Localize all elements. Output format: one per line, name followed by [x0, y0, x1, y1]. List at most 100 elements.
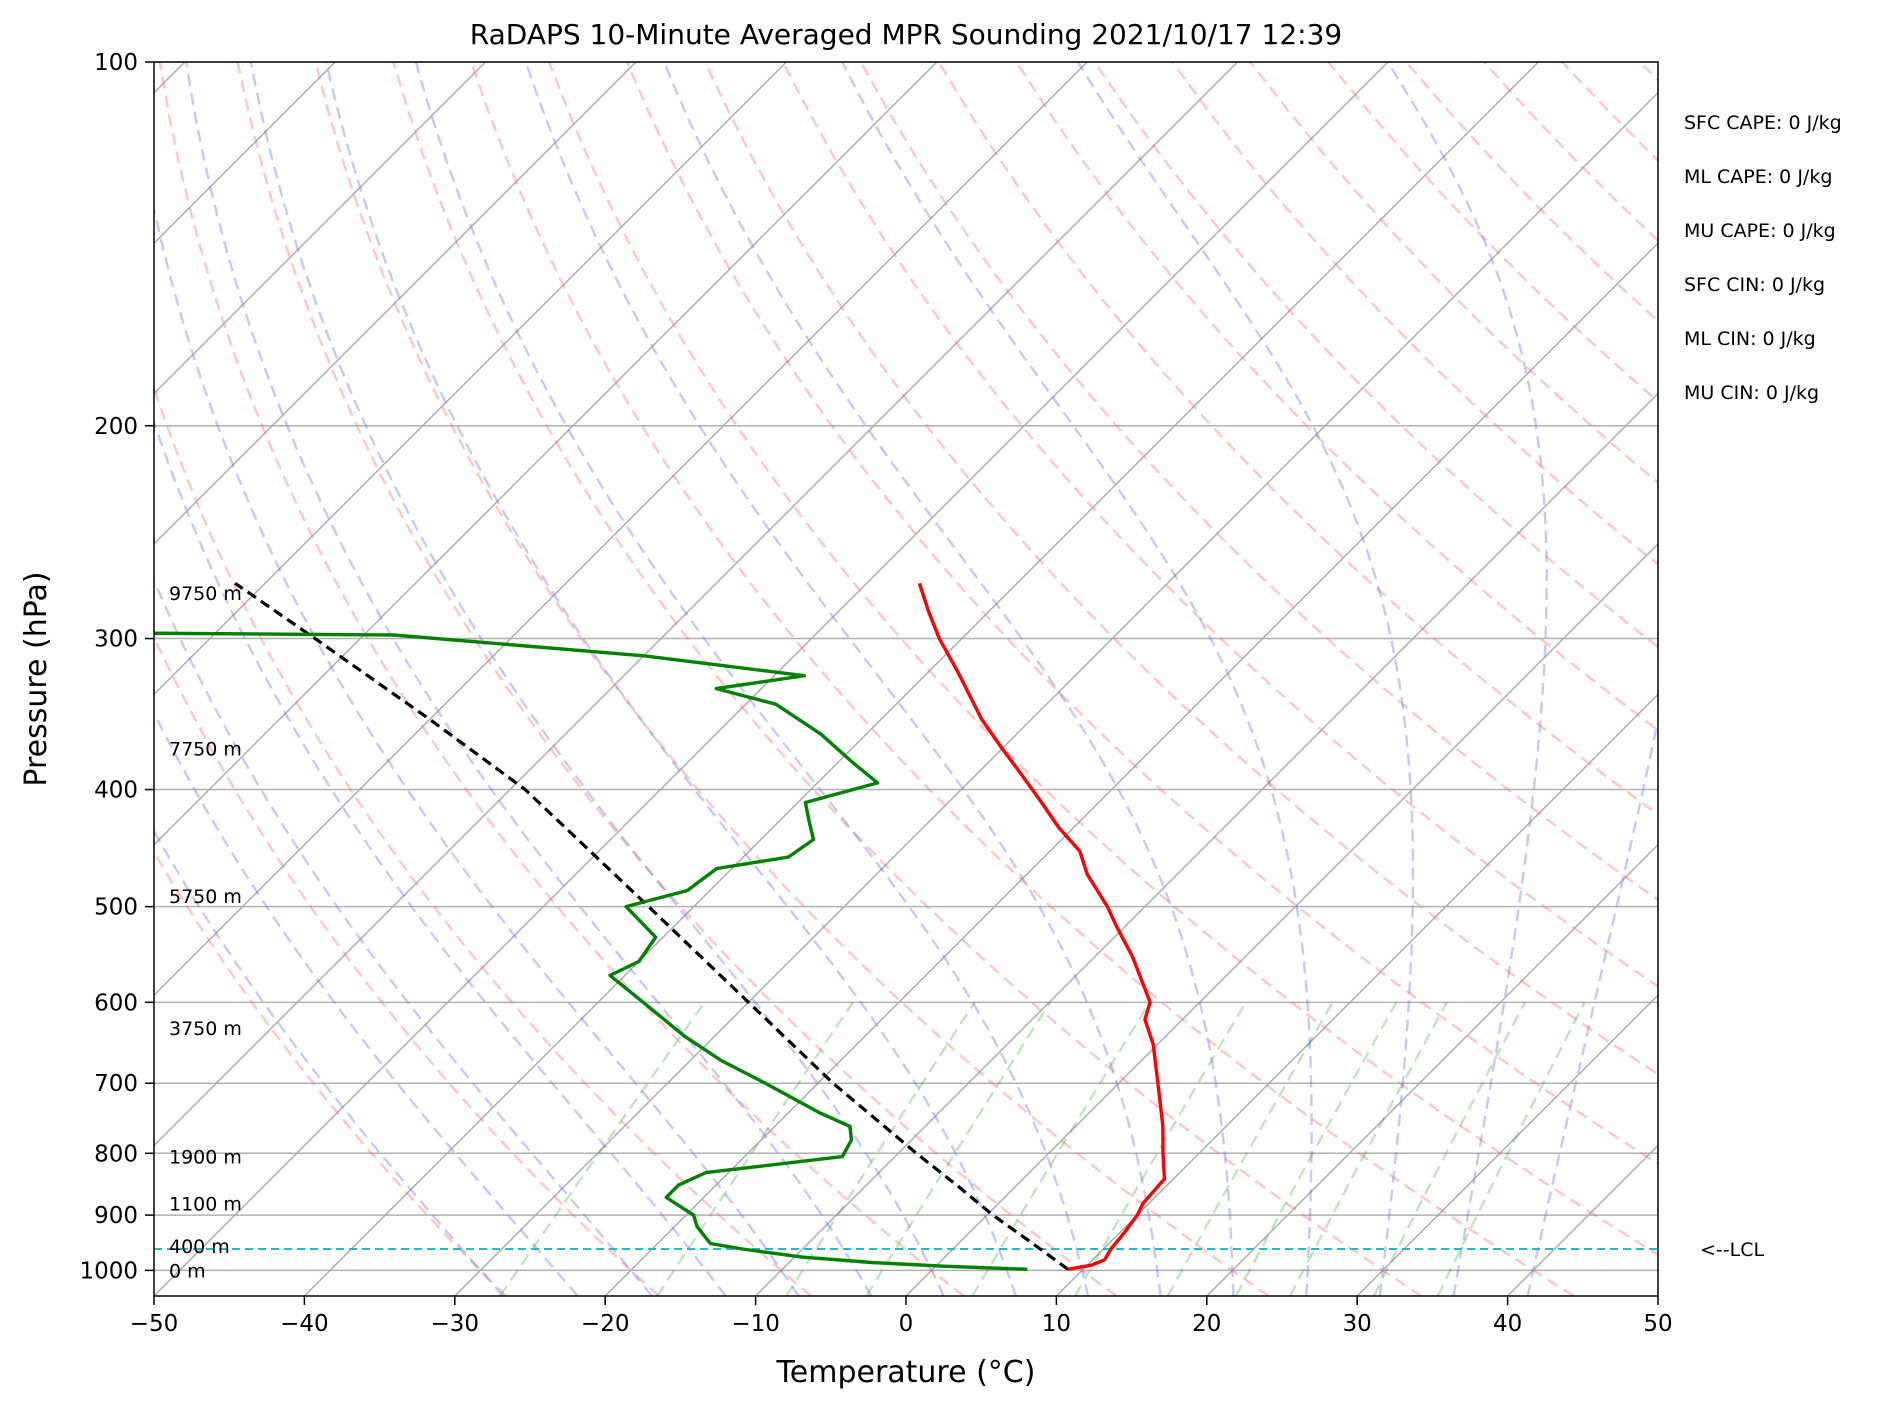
dry-adiabat-line [470, 62, 1575, 1296]
y-tick-label: 400 [94, 778, 138, 804]
y-tick-label: 500 [94, 895, 138, 921]
height-label: 3750 m [169, 1018, 242, 1040]
moist-adiabat-line [154, 828, 504, 1296]
stability-indices: SFC CAPE: 0 J/kg ML CAPE: 0 J/kg MU CAPE: … [1684, 112, 1842, 404]
y-tick-label: 700 [94, 1071, 138, 1097]
stability-index-text: SFC CAPE: 0 J/kg [1684, 112, 1842, 134]
isotherm-line [303, 62, 1539, 1296]
isotherm-line [1206, 843, 1658, 1296]
data-series [154, 581, 1167, 1271]
mixing-ratio-line [498, 1001, 706, 1296]
dry-adiabat-line [548, 62, 1658, 1257]
dry-adiabat-line [1327, 62, 1658, 404]
dry-adiabat-line [1796, 62, 1882, 1296]
isotherm-line [454, 91, 1658, 1296]
mixing-ratio-line [1372, 1001, 1527, 1296]
mixing-ratio-line [1166, 1001, 1334, 1296]
mixing-ratio-line [1436, 1001, 1586, 1296]
x-tick-label: 40 [1493, 1311, 1522, 1337]
stability-index-text: MU CIN: 0 J/kg [1684, 382, 1819, 404]
isotherm-line [1657, 1295, 1658, 1296]
dewpoint-profile-line [154, 631, 1028, 1271]
moist-adiabat-line [662, 62, 1235, 1296]
dry-adiabat-line [314, 62, 1270, 1296]
lcl-label: <--LCL [1700, 1239, 1764, 1261]
axis-ticks: −50 −40 −30 −20 −10 0 10 20 30 40 50 100 200 300 400 50… [79, 50, 1672, 1337]
moist-adiabat-line [185, 62, 873, 1296]
dry-adiabat-line [1015, 62, 1658, 732]
stability-index-text: MU CAPE: 0 J/kg [1684, 220, 1836, 242]
x-tick-label: 50 [1643, 1311, 1672, 1337]
stability-index-text: ML CIN: 0 J/kg [1684, 328, 1816, 350]
dry-adiabat-line [1483, 62, 1658, 243]
stability-index-text: SFC CIN: 0 J/kg [1684, 274, 1825, 296]
isotherm-line [154, 62, 637, 545]
y-tick-label: 900 [94, 1203, 138, 1229]
x-tick-label: −40 [280, 1311, 329, 1337]
x-tick-label: −50 [130, 1311, 179, 1337]
x-tick-label: −20 [581, 1311, 630, 1337]
mixing-ratio-line [785, 1001, 976, 1296]
dry-adiabat-line [154, 384, 812, 1296]
isotherm-line [1507, 1144, 1658, 1296]
dry-adiabat-line [1093, 62, 1658, 649]
dry-adiabat-line [392, 62, 1422, 1296]
temperature-profile-line [917, 582, 1167, 1271]
y-axis-label: Pressure (hPa) [19, 571, 54, 786]
mixing-ratio-line [1234, 1001, 1398, 1296]
y-tick-label: 800 [94, 1141, 138, 1167]
x-tick-label: 20 [1192, 1311, 1221, 1337]
moist-adiabat-line [1526, 715, 1658, 1296]
x-tick-label: 10 [1042, 1311, 1071, 1337]
y-tick-label: 200 [94, 414, 138, 440]
chart-title: RaDAPS 10-Minute Averaged MPR Sounding 2… [470, 18, 1342, 51]
mixing-ratio-line [1074, 1001, 1247, 1296]
isotherm-line [154, 62, 938, 846]
dry-adiabat-line [1249, 62, 1658, 485]
dry-adiabat-line [781, 62, 1658, 988]
moist-adiabat-line [325, 62, 1018, 1296]
dry-adiabat-line [1405, 62, 1658, 323]
x-tick-label: −30 [431, 1311, 480, 1337]
moist-adiabat-line [249, 62, 945, 1296]
y-tick-label: 600 [94, 990, 138, 1016]
y-tick-label: 100 [94, 50, 138, 76]
height-label: 400 m [169, 1236, 230, 1258]
y-tick-label: 300 [94, 627, 138, 653]
dry-adiabat-line [236, 62, 1117, 1296]
plot-area: −50 −40 −30 −20 −10 0 10 20 30 40 50 100 200 300 400 50… [79, 50, 1882, 1337]
height-label: 1100 m [169, 1193, 242, 1215]
isotherm-line [755, 392, 1658, 1296]
isotherm-line [154, 62, 1239, 1147]
dry-adiabat-line [1561, 62, 1658, 163]
dry-adiabat-line [625, 62, 1658, 1166]
dry-adiabat-line [154, 634, 660, 1296]
background-lines [154, 62, 1882, 1296]
mixing-ratio-line [1289, 1001, 1449, 1296]
isotherm-line [1055, 693, 1658, 1296]
parcel-profile-line [234, 581, 1069, 1271]
height-label: 5750 m [169, 886, 242, 908]
isotherm-line [154, 62, 487, 395]
dry-adiabat-line [1718, 62, 1882, 1296]
moist-adiabat-line [154, 418, 727, 1296]
mixing-ratio-line [971, 1001, 1151, 1296]
moist-adiabat-line [154, 577, 653, 1296]
x-tick-label: 30 [1343, 1311, 1372, 1337]
moist-adiabat-line [524, 62, 1162, 1296]
moist-adiabat-line [1386, 62, 1548, 1296]
isotherm-line [154, 62, 787, 696]
dry-adiabat-line [703, 62, 1658, 1076]
moist-adiabat-line [414, 62, 1090, 1296]
height-label: 9750 m [169, 583, 242, 605]
stability-index-text: ML CAPE: 0 J/kg [1684, 166, 1832, 188]
dry-adiabat-line [1171, 62, 1658, 566]
dry-adiabat-line [937, 62, 1658, 816]
height-label: 0 m [169, 1260, 206, 1282]
dry-adiabat-line [1638, 62, 1658, 83]
moist-adiabat-line [1076, 62, 1415, 1296]
height-label: 7750 m [169, 739, 242, 761]
isotherm-line [1356, 994, 1658, 1296]
